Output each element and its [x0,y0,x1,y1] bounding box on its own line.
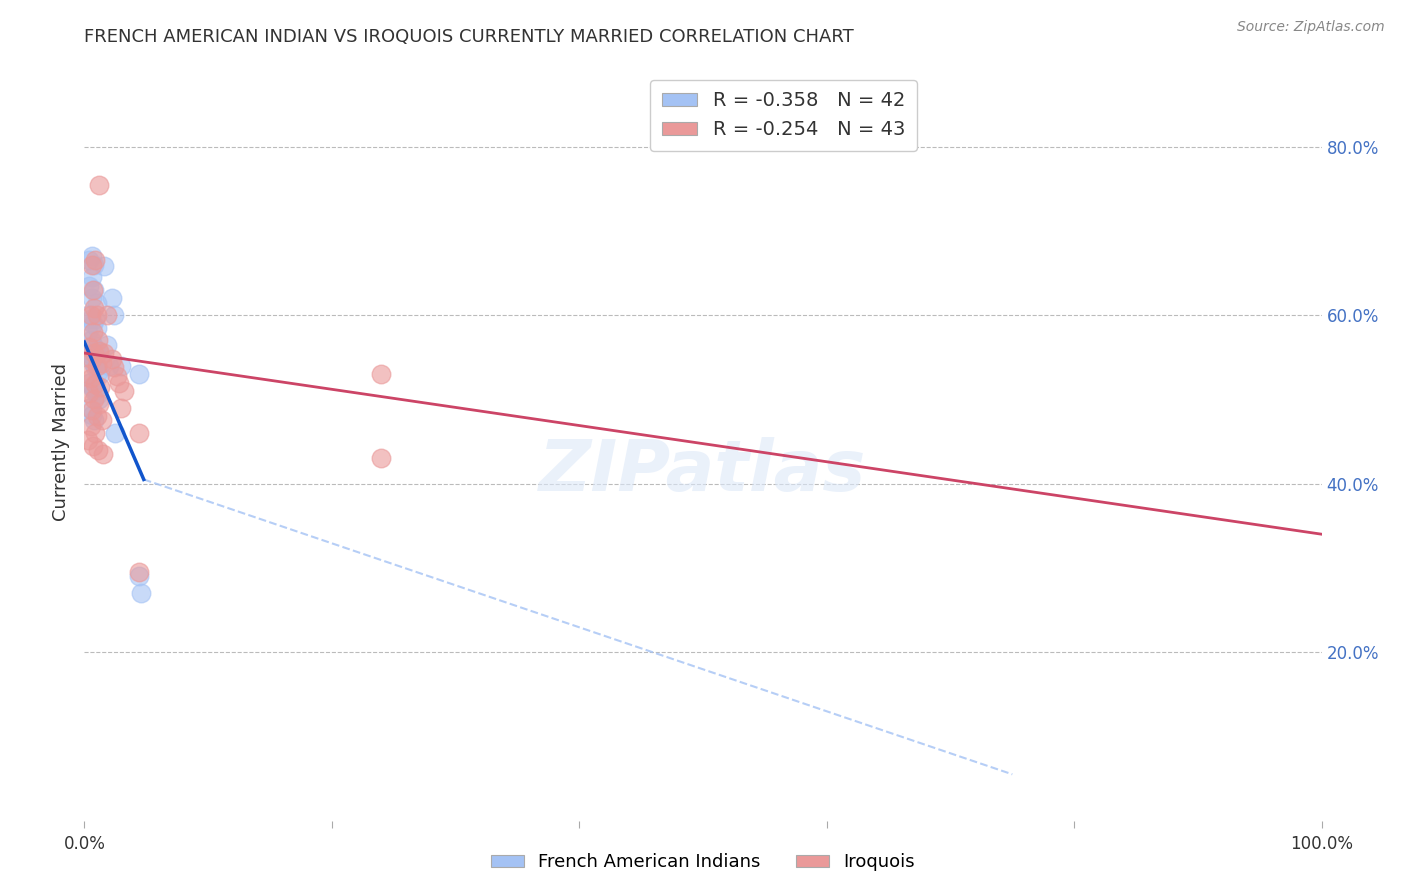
Point [79,308,101,322]
Point [77,367,100,381]
Point [112,384,135,398]
Point [87,343,110,358]
Point [82,337,104,351]
Point [87,365,110,379]
Point [77,308,100,322]
Point [100,351,122,366]
Point [77,325,100,339]
Point [79,278,101,293]
Point [84,342,107,356]
Point [89,178,111,192]
Point [108,376,131,390]
Point [128,367,150,381]
Point [80,380,103,394]
Point [79,385,101,400]
Point [79,376,101,390]
Point [84,360,107,375]
Point [129,586,152,600]
Point [80,402,103,417]
Point [84,377,107,392]
Legend: R = -0.358   N = 42, R = -0.254   N = 43: R = -0.358 N = 42, R = -0.254 N = 43 [651,79,917,151]
Point [82,439,104,453]
Point [90,356,112,370]
Point [84,253,107,268]
Point [128,426,150,441]
Point [91,447,114,461]
Point [86,359,108,373]
Point [90,413,112,427]
Point [93,260,115,274]
Point [89,396,111,410]
Point [89,343,111,358]
Point [96,308,118,322]
Legend: French American Indians, Iroquois: French American Indians, Iroquois [484,847,922,879]
Point [82,325,104,339]
Point [82,283,104,297]
Point [79,312,101,326]
Point [370,367,392,381]
Point [80,249,103,263]
Point [83,258,105,272]
Point [83,413,105,427]
Point [104,426,127,441]
Point [86,388,108,402]
Y-axis label: Currently Married: Currently Married [52,362,70,521]
Point [79,401,101,415]
Point [79,351,101,366]
Point [80,291,103,305]
Point [83,301,105,316]
Point [80,408,103,422]
Point [79,371,101,385]
Point [89,367,111,381]
Point [79,334,101,348]
Text: ZIPatlas: ZIPatlas [540,437,866,507]
Point [80,270,103,285]
Point [105,368,128,383]
Point [110,401,132,415]
Point [77,346,100,360]
Point [80,351,103,366]
Point [128,569,150,583]
Point [370,451,392,466]
Point [103,308,125,322]
Point [86,409,108,424]
Point [86,295,108,310]
Point [89,392,111,407]
Text: Source: ZipAtlas.com: Source: ZipAtlas.com [1237,20,1385,34]
Point [87,442,110,457]
Point [96,337,118,351]
Point [79,253,101,268]
Point [82,356,104,370]
Point [93,346,115,360]
Point [87,334,110,348]
Point [103,360,125,375]
Point [100,291,122,305]
Point [80,258,103,272]
Point [84,312,107,326]
Point [79,340,101,354]
Point [77,433,100,447]
Point [98,359,121,373]
Point [86,320,108,334]
Point [83,392,105,407]
Point [110,359,132,373]
Point [82,317,104,331]
Point [79,419,101,434]
Point [83,283,105,297]
Point [86,308,108,322]
Point [83,384,105,398]
Text: FRENCH AMERICAN INDIAN VS IROQUOIS CURRENTLY MARRIED CORRELATION CHART: FRENCH AMERICAN INDIAN VS IROQUOIS CURRE… [84,28,853,45]
Point [84,426,107,441]
Point [83,346,105,360]
Point [128,565,150,579]
Point [89,380,111,394]
